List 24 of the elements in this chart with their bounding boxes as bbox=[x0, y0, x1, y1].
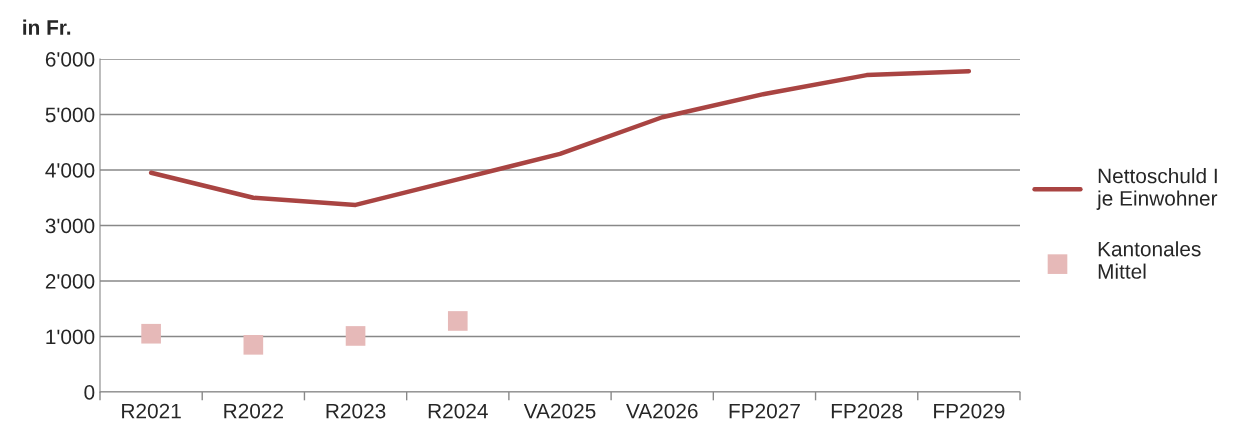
point bbox=[345, 326, 366, 346]
legend-label: Kantonales Mittel bbox=[1098, 241, 1201, 279]
x-tick-label: VA2025 bbox=[523, 403, 596, 419]
y-tick-label: 0 bbox=[84, 385, 95, 400]
y-tick-label: 5'000 bbox=[45, 107, 95, 123]
x-tick-label: R2023 bbox=[326, 403, 386, 419]
point bbox=[141, 323, 161, 344]
x-tick-label: FP2029 bbox=[934, 403, 1005, 419]
x-tick-label: R2021 bbox=[122, 403, 181, 419]
y-tick-label: 2'000 bbox=[45, 274, 95, 289]
y-tick-label: 1'000 bbox=[46, 329, 95, 345]
x-tick-label: FP2028 bbox=[831, 403, 903, 419]
x-tick-label: FP2027 bbox=[729, 403, 800, 419]
point bbox=[243, 335, 264, 355]
y-axis-title: in Fr. bbox=[23, 19, 71, 35]
point bbox=[447, 311, 468, 331]
line-series bbox=[148, 68, 972, 208]
x-tick-label: R2022 bbox=[224, 403, 283, 419]
y-tick-label: 3'000 bbox=[45, 218, 95, 234]
x-tick-label: VA2026 bbox=[626, 403, 698, 419]
legend-label: Nettoschuld I je Einwohner bbox=[1096, 168, 1218, 210]
y-tick-label: 6'000 bbox=[45, 52, 95, 67]
y-tick-label: 4'000 bbox=[45, 163, 95, 178]
x-tick-label: R2024 bbox=[428, 403, 488, 419]
